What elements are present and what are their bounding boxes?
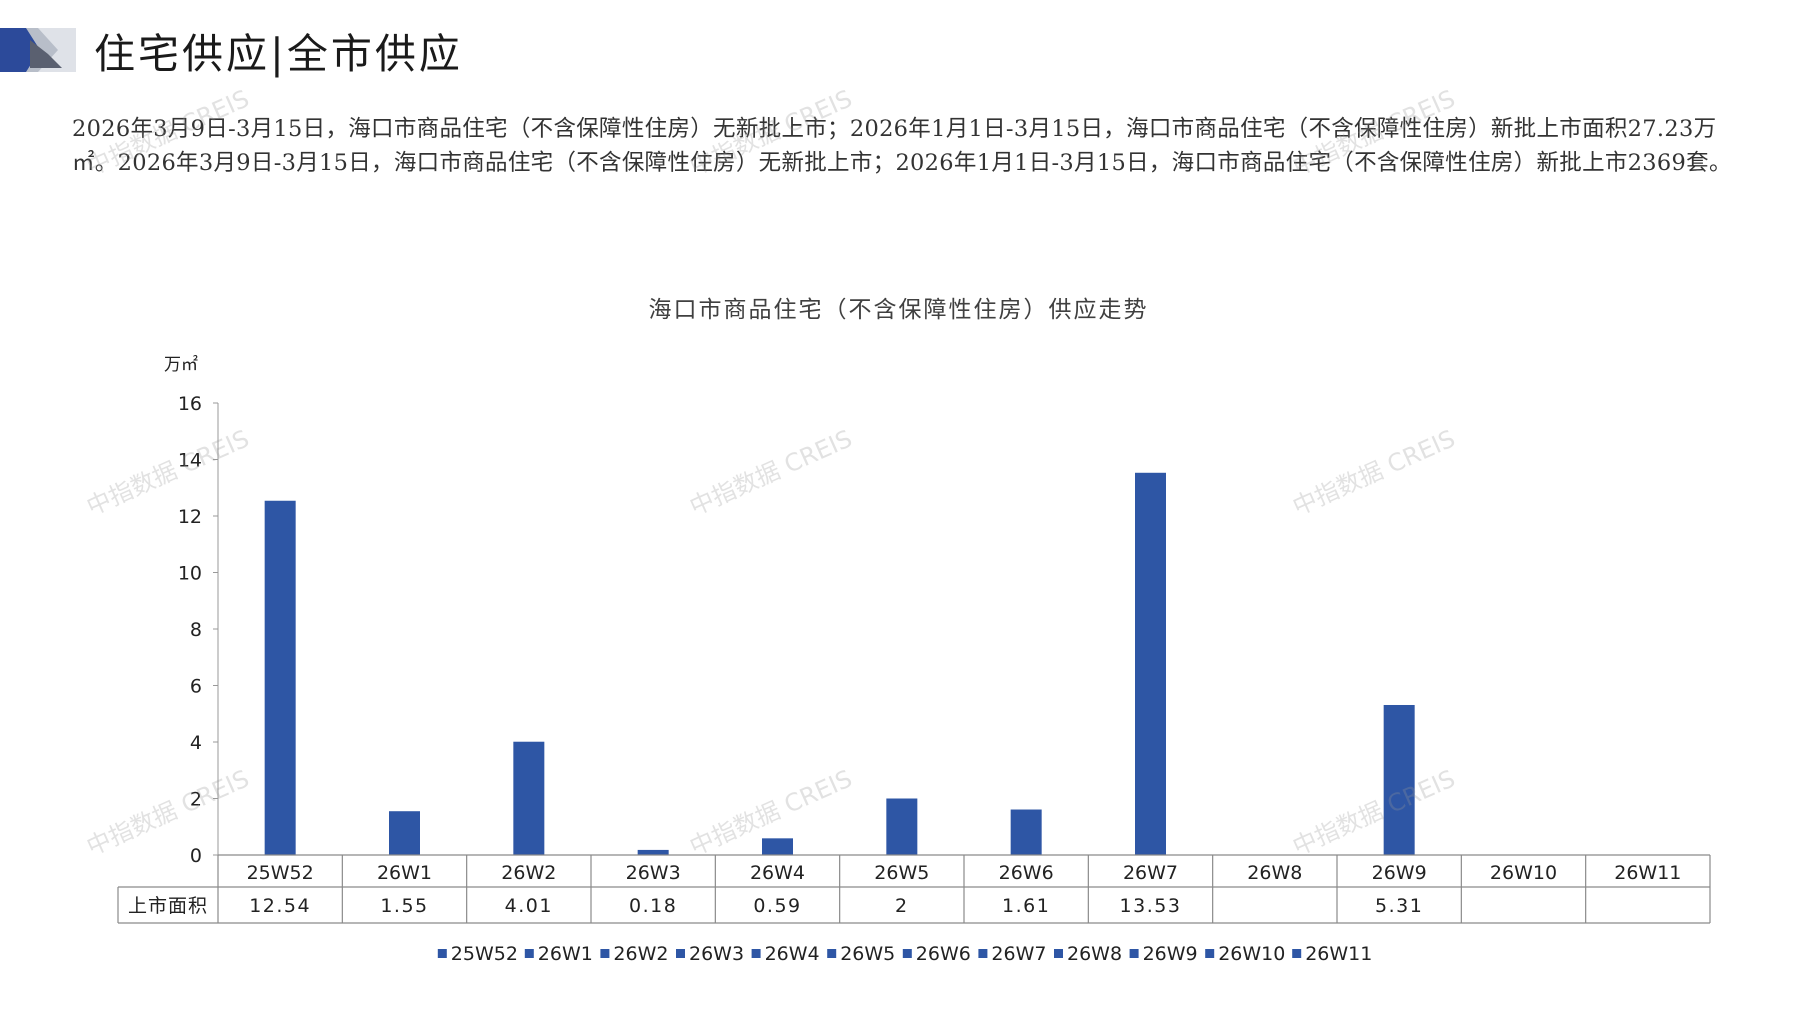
x-tick-label: 26W2 xyxy=(501,862,556,884)
y-tick-label: 0 xyxy=(190,845,202,867)
legend-item: 26W3 xyxy=(689,943,744,965)
legend-item: 26W8 xyxy=(1067,943,1122,965)
legend-swatch xyxy=(1205,949,1215,958)
y-tick-label: 14 xyxy=(178,450,202,472)
legend-item: 26W5 xyxy=(840,943,895,965)
bar-26W2 xyxy=(513,741,545,855)
data-label: 2 xyxy=(895,895,909,917)
legend-item: 26W10 xyxy=(1218,943,1285,965)
legend-swatch xyxy=(1054,949,1063,958)
legend-item: 26W9 xyxy=(1143,943,1198,965)
header-decoration xyxy=(0,28,76,72)
legend-swatch xyxy=(524,949,534,958)
data-label: 4.01 xyxy=(505,895,553,917)
bar-26W3 xyxy=(637,849,669,855)
x-tick-label: 26W3 xyxy=(626,862,681,884)
legend-item: 25W52 xyxy=(451,943,518,965)
legend-swatch xyxy=(437,949,447,958)
x-tick-label: 26W7 xyxy=(1123,862,1178,884)
y-tick-label: 6 xyxy=(190,676,202,698)
legend-swatch xyxy=(676,949,685,958)
y-tick-label: 12 xyxy=(178,506,202,528)
legend-swatch xyxy=(751,949,761,958)
legend-item: 26W4 xyxy=(765,943,820,965)
data-label: 5.31 xyxy=(1375,895,1423,917)
legend-item: 26W2 xyxy=(613,943,668,965)
y-tick-label: 16 xyxy=(178,393,202,415)
y-tick-label: 4 xyxy=(190,732,202,754)
legend-item: 26W11 xyxy=(1305,943,1372,965)
bar-25W52 xyxy=(264,500,296,855)
bar-26W9 xyxy=(1383,704,1415,855)
x-tick-label: 26W5 xyxy=(874,862,929,884)
data-label: 0.59 xyxy=(753,895,801,917)
data-label: 1.55 xyxy=(380,895,428,917)
x-tick-label: 26W10 xyxy=(1490,862,1557,884)
bar-26W5 xyxy=(886,798,918,855)
x-tick-label: 26W4 xyxy=(750,862,805,884)
x-tick-label: 26W1 xyxy=(377,862,432,884)
bar-26W4 xyxy=(762,838,793,855)
x-tick-label: 26W8 xyxy=(1247,862,1302,884)
x-tick-label: 26W6 xyxy=(999,862,1054,884)
bar-26W6 xyxy=(1010,809,1042,855)
legend-swatch xyxy=(978,949,988,958)
page-title: 住宅供应|全市供应 xyxy=(94,30,463,78)
legend-item: 26W7 xyxy=(991,943,1046,965)
legend-swatch xyxy=(902,949,912,958)
data-label: 13.53 xyxy=(1120,895,1182,917)
data-label: 1.61 xyxy=(1002,895,1050,917)
y-tick-label: 2 xyxy=(190,789,202,811)
data-label: 0.18 xyxy=(629,895,677,917)
legend-swatch xyxy=(600,949,610,958)
y-axis-label: 万㎡ xyxy=(164,355,198,375)
table-series-label: 上市面积 xyxy=(128,895,208,917)
x-tick-label: 26W9 xyxy=(1372,862,1427,884)
legend-swatch xyxy=(1129,949,1139,958)
x-tick-label: 25W52 xyxy=(247,862,314,884)
chart-title: 海口市商品住宅（不含保障性住房）供应走势 xyxy=(648,297,1149,323)
x-tick-label: 26W11 xyxy=(1614,862,1681,884)
bar-26W7 xyxy=(1135,472,1166,855)
summary-text: 2026年3月9日-3月15日，海口市商品住宅（不含保障性住房）无新批上市；20… xyxy=(72,116,1732,176)
bar-26W1 xyxy=(389,811,420,855)
legend-item: 26W1 xyxy=(538,943,593,965)
y-tick-label: 10 xyxy=(178,563,202,585)
legend-item: 26W6 xyxy=(916,943,971,965)
legend-swatch xyxy=(1292,949,1302,958)
y-tick-label: 8 xyxy=(190,619,202,641)
data-label: 12.54 xyxy=(249,895,311,917)
legend-swatch xyxy=(827,949,837,958)
